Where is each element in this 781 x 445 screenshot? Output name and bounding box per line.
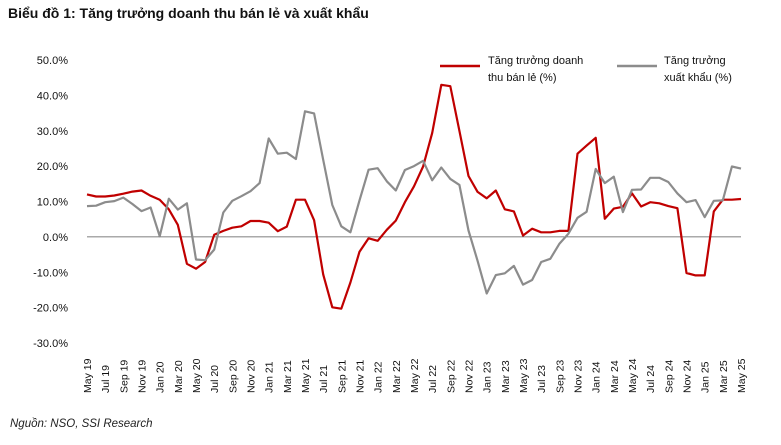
x-tick-label: May 25 bbox=[736, 358, 748, 393]
x-tick-label: Nov 22 bbox=[464, 360, 476, 393]
series-line bbox=[86, 83, 742, 310]
x-tick-label: Sep 19 bbox=[118, 360, 130, 393]
x-tick-label: Jul 22 bbox=[427, 365, 439, 393]
x-tick-label: Nov 23 bbox=[573, 360, 585, 393]
x-tick-label: May 21 bbox=[300, 358, 312, 393]
x-tick-label: Mar 23 bbox=[500, 360, 512, 393]
x-tick-label: Jan 24 bbox=[591, 361, 603, 393]
legend-label: Tăng trưởng doanh bbox=[488, 55, 583, 67]
chart-title: Biểu đồ 1: Tăng trưởng doanh thu bán lẻ … bbox=[8, 5, 369, 21]
x-tick-label: Nov 21 bbox=[355, 360, 367, 393]
x-tick-label: Sep 24 bbox=[663, 360, 675, 393]
x-tick-label: Nov 24 bbox=[682, 360, 694, 393]
x-tick-label: Mar 21 bbox=[282, 360, 294, 393]
y-tick-label: 20.0% bbox=[37, 161, 68, 173]
legend-label: thu bán lẻ (%) bbox=[488, 72, 556, 84]
x-tick-label: Jan 23 bbox=[482, 361, 494, 393]
x-tick-label: Jul 19 bbox=[100, 365, 112, 393]
legend-label: xuất khẩu (%) bbox=[664, 72, 732, 84]
source-note: Nguồn: NSO, SSI Research bbox=[10, 418, 153, 430]
y-axis: -30.0% -20.0% -10.0% 0.0% 10.0% 20.0% 30.0% 40.… bbox=[33, 55, 68, 350]
legend: Tăng trưởng doanh thu bán lẻ (%) Tăng trưở… bbox=[440, 55, 732, 84]
series-line bbox=[86, 110, 742, 295]
x-axis: May 19 Jul 19 Sep 19 Nov 19 Jan 20 Mar 20 May … bbox=[82, 236, 748, 393]
x-tick-label: Jul 20 bbox=[209, 365, 221, 393]
y-tick-label: -10.0% bbox=[33, 267, 68, 279]
x-tick-label: Mar 25 bbox=[718, 360, 730, 393]
x-tick-label: Jul 23 bbox=[536, 365, 548, 393]
y-tick-label: 30.0% bbox=[37, 126, 68, 138]
y-tick-label: -20.0% bbox=[33, 303, 68, 315]
x-tick-label: Nov 20 bbox=[246, 360, 258, 393]
y-tick-label: 50.0% bbox=[37, 55, 68, 67]
y-tick-label: 40.0% bbox=[37, 90, 68, 102]
x-tick-label: Mar 20 bbox=[173, 360, 185, 393]
x-tick-label: Jul 24 bbox=[645, 365, 657, 393]
x-tick-label: Mar 24 bbox=[609, 360, 621, 393]
x-tick-label: May 24 bbox=[627, 358, 639, 393]
x-tick-label: May 22 bbox=[409, 358, 421, 393]
x-tick-label: Mar 22 bbox=[391, 360, 403, 393]
x-tick-label: Jul 21 bbox=[318, 365, 330, 393]
x-tick-label: Jan 20 bbox=[155, 361, 167, 393]
legend-label: Tăng trưởng bbox=[664, 55, 726, 67]
x-tick-label: Nov 19 bbox=[137, 360, 149, 393]
plot-lines bbox=[86, 83, 742, 310]
x-tick-label: Sep 22 bbox=[445, 360, 457, 393]
x-tick-label: Jan 22 bbox=[373, 361, 385, 393]
x-tick-label: May 19 bbox=[82, 358, 94, 393]
y-tick-label: -30.0% bbox=[33, 338, 68, 350]
x-tick-label: Jan 25 bbox=[700, 361, 712, 393]
y-tick-label: 10.0% bbox=[37, 197, 68, 209]
x-tick-label: May 23 bbox=[518, 358, 530, 393]
y-tick-label: 0.0% bbox=[43, 232, 68, 244]
x-tick-label: Jan 21 bbox=[264, 361, 276, 393]
x-tick-label: Sep 20 bbox=[227, 360, 239, 393]
x-tick-label: May 20 bbox=[191, 358, 203, 393]
x-tick-label: Sep 23 bbox=[554, 360, 566, 393]
x-tick-label: Sep 21 bbox=[336, 360, 348, 393]
